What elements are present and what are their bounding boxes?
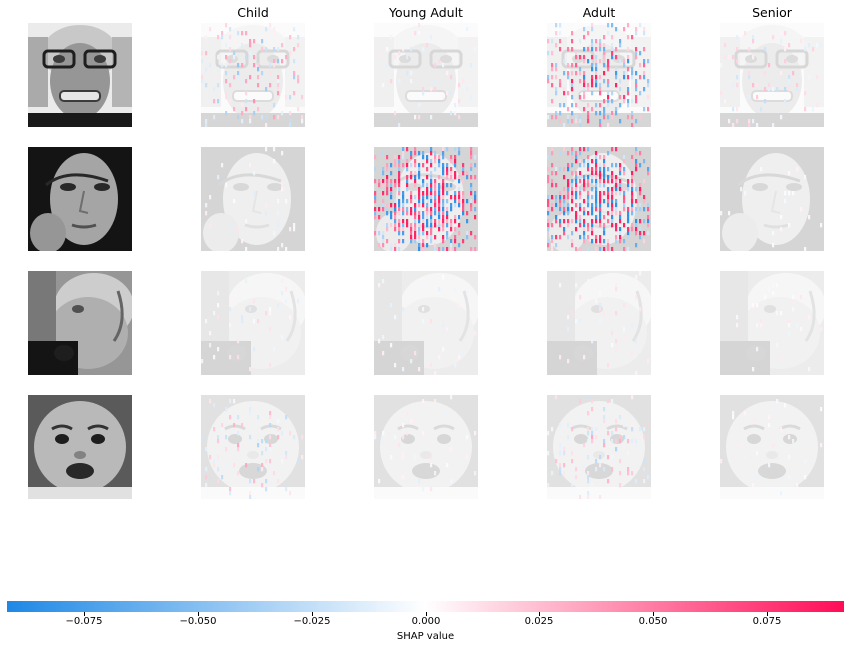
input-image-row-3 xyxy=(28,271,132,375)
shap-map-senior-row-2 xyxy=(720,147,824,251)
shap-map-senior-row-4 xyxy=(720,395,824,499)
shap-map-adult-row-2 xyxy=(547,147,651,251)
column-title-adult: Adult xyxy=(582,5,616,20)
shap-values xyxy=(201,279,300,372)
shap-values xyxy=(559,271,650,375)
colorbar-tick xyxy=(84,612,85,616)
colorbar-gradient xyxy=(7,601,844,612)
shap-values xyxy=(736,283,823,372)
colorbar-tick xyxy=(312,612,313,616)
colorbar-tick-label: −0.075 xyxy=(65,616,103,627)
colorbar-label: SHAP value xyxy=(396,631,455,642)
input-image-row-4 xyxy=(28,395,132,499)
column-title-senior: Senior xyxy=(752,5,792,20)
colorbar-tick xyxy=(539,612,540,616)
shap-map-young-adult-row-3 xyxy=(374,271,478,375)
shap-map-senior-row-1 xyxy=(720,23,824,127)
shap-values xyxy=(201,399,304,499)
colorbar-tick-label: 0.075 xyxy=(752,616,782,627)
shap-values xyxy=(547,23,650,127)
input-image-row-2 xyxy=(28,147,132,251)
shap-values xyxy=(378,23,477,127)
shap-map-adult-row-3 xyxy=(547,271,651,375)
shap-values xyxy=(720,31,823,127)
column-title-young-adult: Young Adult xyxy=(389,5,463,20)
colorbar-tick xyxy=(653,612,654,616)
colorbar-tick-label: −0.025 xyxy=(293,616,331,627)
colorbar-tick-label: 0.025 xyxy=(524,616,554,627)
shap-map-young-adult-row-2 xyxy=(374,147,478,251)
colorbar-tick-label: 0.050 xyxy=(638,616,668,627)
shap-map-adult-row-1 xyxy=(547,23,651,127)
colorbar xyxy=(7,601,844,612)
shap-values xyxy=(374,395,477,492)
colorbar-tick xyxy=(767,612,768,616)
shap-values xyxy=(720,399,823,496)
colorbar-tick-label: −0.050 xyxy=(179,616,217,627)
shap-values xyxy=(378,275,477,375)
shap-values xyxy=(547,395,650,499)
shap-values xyxy=(720,167,823,251)
column-title-child: Child xyxy=(237,5,269,20)
shap-map-child-row-3 xyxy=(201,271,305,375)
input-image-row-1 xyxy=(28,23,132,127)
shap-values xyxy=(547,147,650,251)
shap-values xyxy=(201,23,304,127)
shap-map-child-row-2 xyxy=(201,147,305,251)
shap-map-child-row-4 xyxy=(201,395,305,499)
colorbar-tick xyxy=(198,612,199,616)
colorbar-tick xyxy=(426,612,427,616)
shap-map-adult-row-4 xyxy=(547,395,651,499)
shap-map-young-adult-row-1 xyxy=(374,23,478,127)
shap-values xyxy=(205,147,296,251)
shap-map-senior-row-3 xyxy=(720,271,824,375)
colorbar-tick-label: 0.000 xyxy=(411,616,441,627)
shap-values xyxy=(374,147,477,251)
shap-map-child-row-1 xyxy=(201,23,305,127)
shap-map-young-adult-row-4 xyxy=(374,395,478,499)
